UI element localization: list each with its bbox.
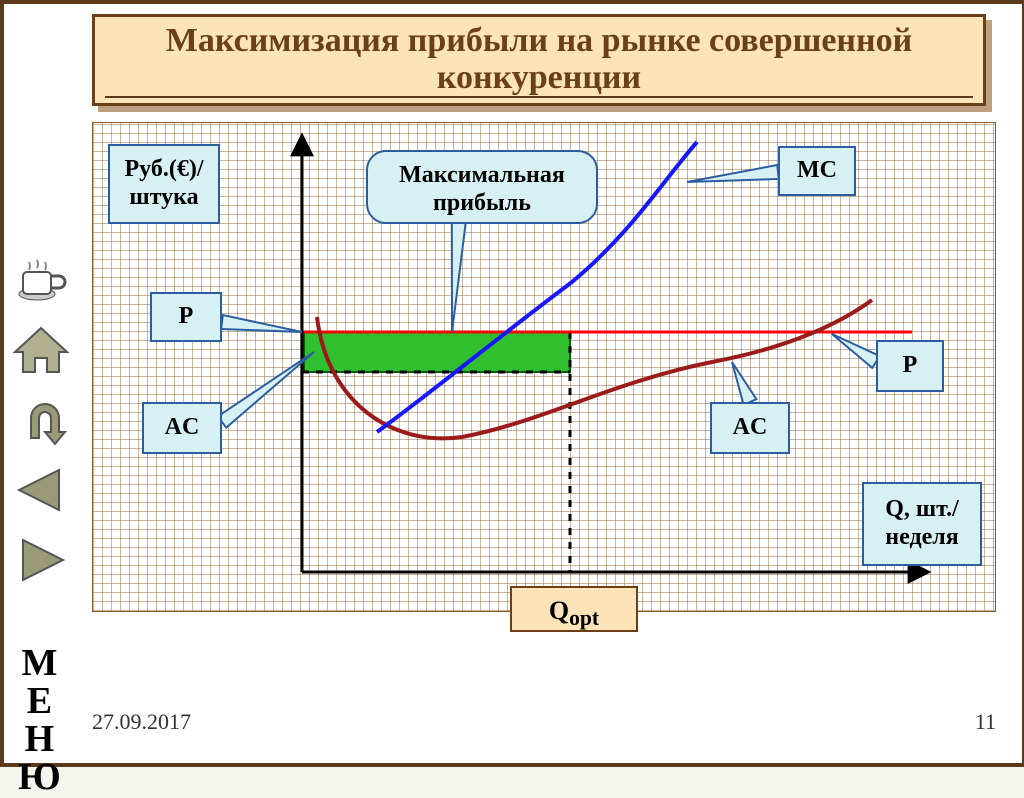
chart-area: Руб.(€)/ штука P AC Максимальная прибыль… <box>92 122 996 612</box>
footer: 27.09.2017 11 <box>92 709 996 735</box>
home-icon[interactable] <box>11 324 71 376</box>
cup-icon[interactable] <box>11 254 71 306</box>
x-axis-label: Q, шт./ неделя <box>862 482 982 566</box>
label-p-left: P <box>150 292 222 342</box>
footer-page: 11 <box>975 709 996 735</box>
uturn-icon[interactable] <box>11 394 71 446</box>
next-icon[interactable] <box>11 534 71 586</box>
slide-frame: М Е Н Ю Максимизация прибыли на рынке со… <box>0 0 1024 767</box>
label-p-right: P <box>876 340 944 392</box>
label-ac-left: AC <box>142 402 222 454</box>
profit-callout: Максимальная прибыль <box>366 150 598 224</box>
menu-label: М Е Н Ю <box>18 644 61 796</box>
y-axis-label: Руб.(€)/ штука <box>108 144 220 224</box>
qopt-label: Qopt <box>510 586 638 632</box>
profit-rect <box>304 332 570 372</box>
footer-date: 27.09.2017 <box>92 709 191 735</box>
nav-sidebar <box>10 254 72 586</box>
prev-icon[interactable] <box>11 464 71 516</box>
title-text: Максимизация прибыли на рынке совершенно… <box>105 22 973 99</box>
label-ac-right: AC <box>710 402 790 454</box>
slide-title: Максимизация прибыли на рынке совершенно… <box>92 14 986 106</box>
label-mc: MC <box>778 146 856 196</box>
